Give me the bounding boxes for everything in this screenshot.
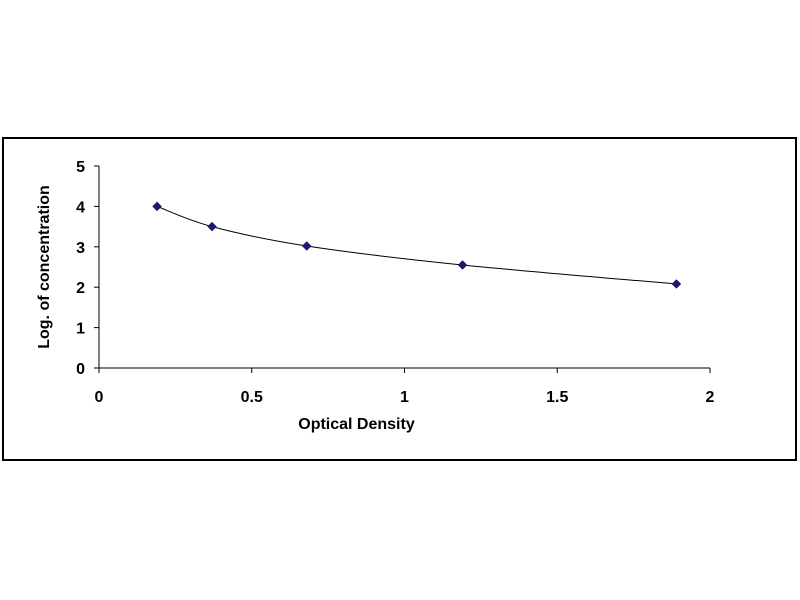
axes xyxy=(98,166,710,369)
ticks: 0 1 2 3 4 5 0 0.5 1 1.5 2 xyxy=(76,159,714,406)
x-tick-label: 1.5 xyxy=(546,389,568,406)
data-point-marker xyxy=(671,279,682,289)
chart-frame: 0 1 2 3 4 5 0 0.5 1 1.5 2 Optical Density Log. of … xyxy=(2,137,797,461)
x-tick-label: 2 xyxy=(706,389,715,406)
x-tick-label: 0 xyxy=(95,389,104,406)
x-axis-title: Optical Density xyxy=(298,416,415,433)
chart-svg: 0 1 2 3 4 5 0 0.5 1 1.5 2 Optical Density Log. of … xyxy=(36,159,715,433)
data-point-marker xyxy=(207,221,217,232)
y-tick-label: 2 xyxy=(76,280,85,297)
y-axis-title: Log. of concentration xyxy=(36,185,53,349)
y-tick-label: 3 xyxy=(76,240,85,257)
data-point-marker xyxy=(301,241,312,251)
trend-curve xyxy=(156,205,677,285)
y-tick-label: 1 xyxy=(76,321,85,338)
data-point-marker xyxy=(152,201,162,212)
y-tick-label: 4 xyxy=(76,199,85,216)
y-tick-label: 5 xyxy=(76,159,85,176)
data-points xyxy=(152,201,682,289)
y-tick-label: 0 xyxy=(76,361,85,378)
x-tick-label: 1 xyxy=(400,389,409,406)
x-tick-label: 0.5 xyxy=(241,389,263,406)
trendline xyxy=(156,205,677,285)
data-point-marker xyxy=(457,260,468,270)
